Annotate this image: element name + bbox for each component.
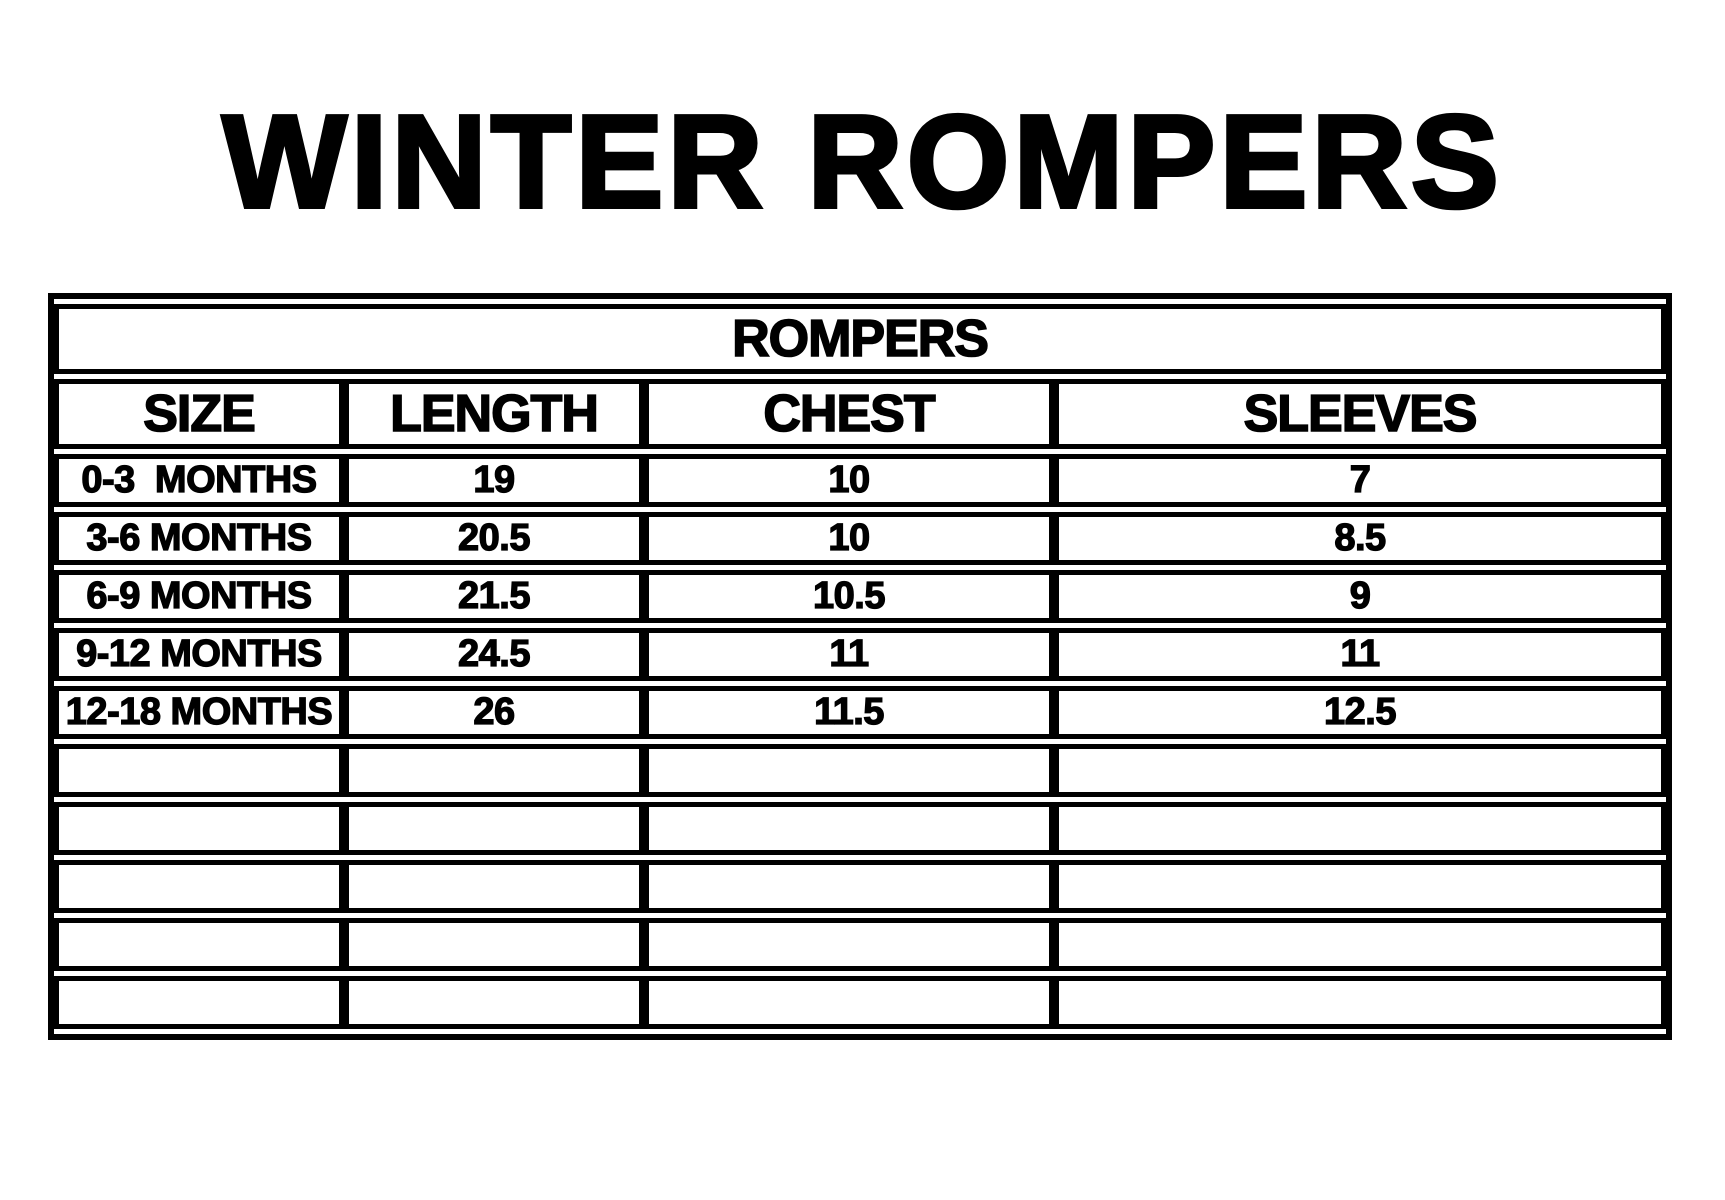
empty-cell <box>344 976 644 1029</box>
table-caption: ROMPERS <box>54 304 1667 374</box>
chest-cell: 10.5 <box>644 570 1054 623</box>
size-table: ROMPERS SIZE LENGTH CHEST SLEEVES 0-3 MO… <box>48 293 1673 1040</box>
size-cell: 0-3 MONTHS <box>54 454 344 507</box>
empty-cell <box>54 976 344 1029</box>
empty-cell <box>644 744 1054 797</box>
chest-cell: 11.5 <box>644 686 1054 739</box>
size-cell: 3-6 MONTHS <box>54 512 344 565</box>
column-header-sleeves: SLEEVES <box>1054 379 1667 449</box>
empty-cell <box>344 860 644 913</box>
chest-cell: 10 <box>644 454 1054 507</box>
empty-cell <box>54 744 344 797</box>
table-row: 6-9 MONTHS 21.5 10.5 9 <box>54 570 1667 623</box>
length-cell: 20.5 <box>344 512 644 565</box>
chart-title: WINTER ROMPERS <box>220 88 1503 235</box>
empty-table-row <box>54 918 1667 971</box>
length-cell: 19 <box>344 454 644 507</box>
table-row: 0-3 MONTHS 19 10 7 <box>54 454 1667 507</box>
sleeves-cell: 11 <box>1054 628 1667 681</box>
sleeves-cell: 9 <box>1054 570 1667 623</box>
chest-cell: 10 <box>644 512 1054 565</box>
sleeves-cell: 8.5 <box>1054 512 1667 565</box>
table-row: 3-6 MONTHS 20.5 10 8.5 <box>54 512 1667 565</box>
chest-cell: 11 <box>644 628 1054 681</box>
empty-cell <box>1054 802 1667 855</box>
empty-table-row <box>54 744 1667 797</box>
table-row: 12-18 MONTHS 26 11.5 12.5 <box>54 686 1667 739</box>
empty-cell <box>644 802 1054 855</box>
length-cell: 21.5 <box>344 570 644 623</box>
empty-cell <box>344 918 644 971</box>
empty-cell <box>1054 918 1667 971</box>
length-cell: 24.5 <box>344 628 644 681</box>
size-cell: 6-9 MONTHS <box>54 570 344 623</box>
length-cell: 26 <box>344 686 644 739</box>
empty-cell <box>644 860 1054 913</box>
empty-table-row <box>54 860 1667 913</box>
sleeves-cell: 12.5 <box>1054 686 1667 739</box>
empty-cell <box>1054 860 1667 913</box>
empty-cell <box>1054 744 1667 797</box>
size-cell: 9-12 MONTHS <box>54 628 344 681</box>
table-caption-row: ROMPERS <box>54 304 1667 374</box>
size-cell: 12-18 MONTHS <box>54 686 344 739</box>
column-header-length: LENGTH <box>344 379 644 449</box>
empty-cell <box>344 744 644 797</box>
column-header-size: SIZE <box>54 379 344 449</box>
empty-cell <box>1054 976 1667 1029</box>
table-row: 9-12 MONTHS 24.5 11 11 <box>54 628 1667 681</box>
sleeves-cell: 7 <box>1054 454 1667 507</box>
column-header-chest: CHEST <box>644 379 1054 449</box>
empty-cell <box>54 802 344 855</box>
table-header-row: SIZE LENGTH CHEST SLEEVES <box>54 379 1667 449</box>
empty-table-row <box>54 802 1667 855</box>
empty-table-row <box>54 976 1667 1029</box>
empty-cell <box>344 802 644 855</box>
empty-cell <box>644 918 1054 971</box>
empty-cell <box>644 976 1054 1029</box>
empty-cell <box>54 918 344 971</box>
empty-cell <box>54 860 344 913</box>
